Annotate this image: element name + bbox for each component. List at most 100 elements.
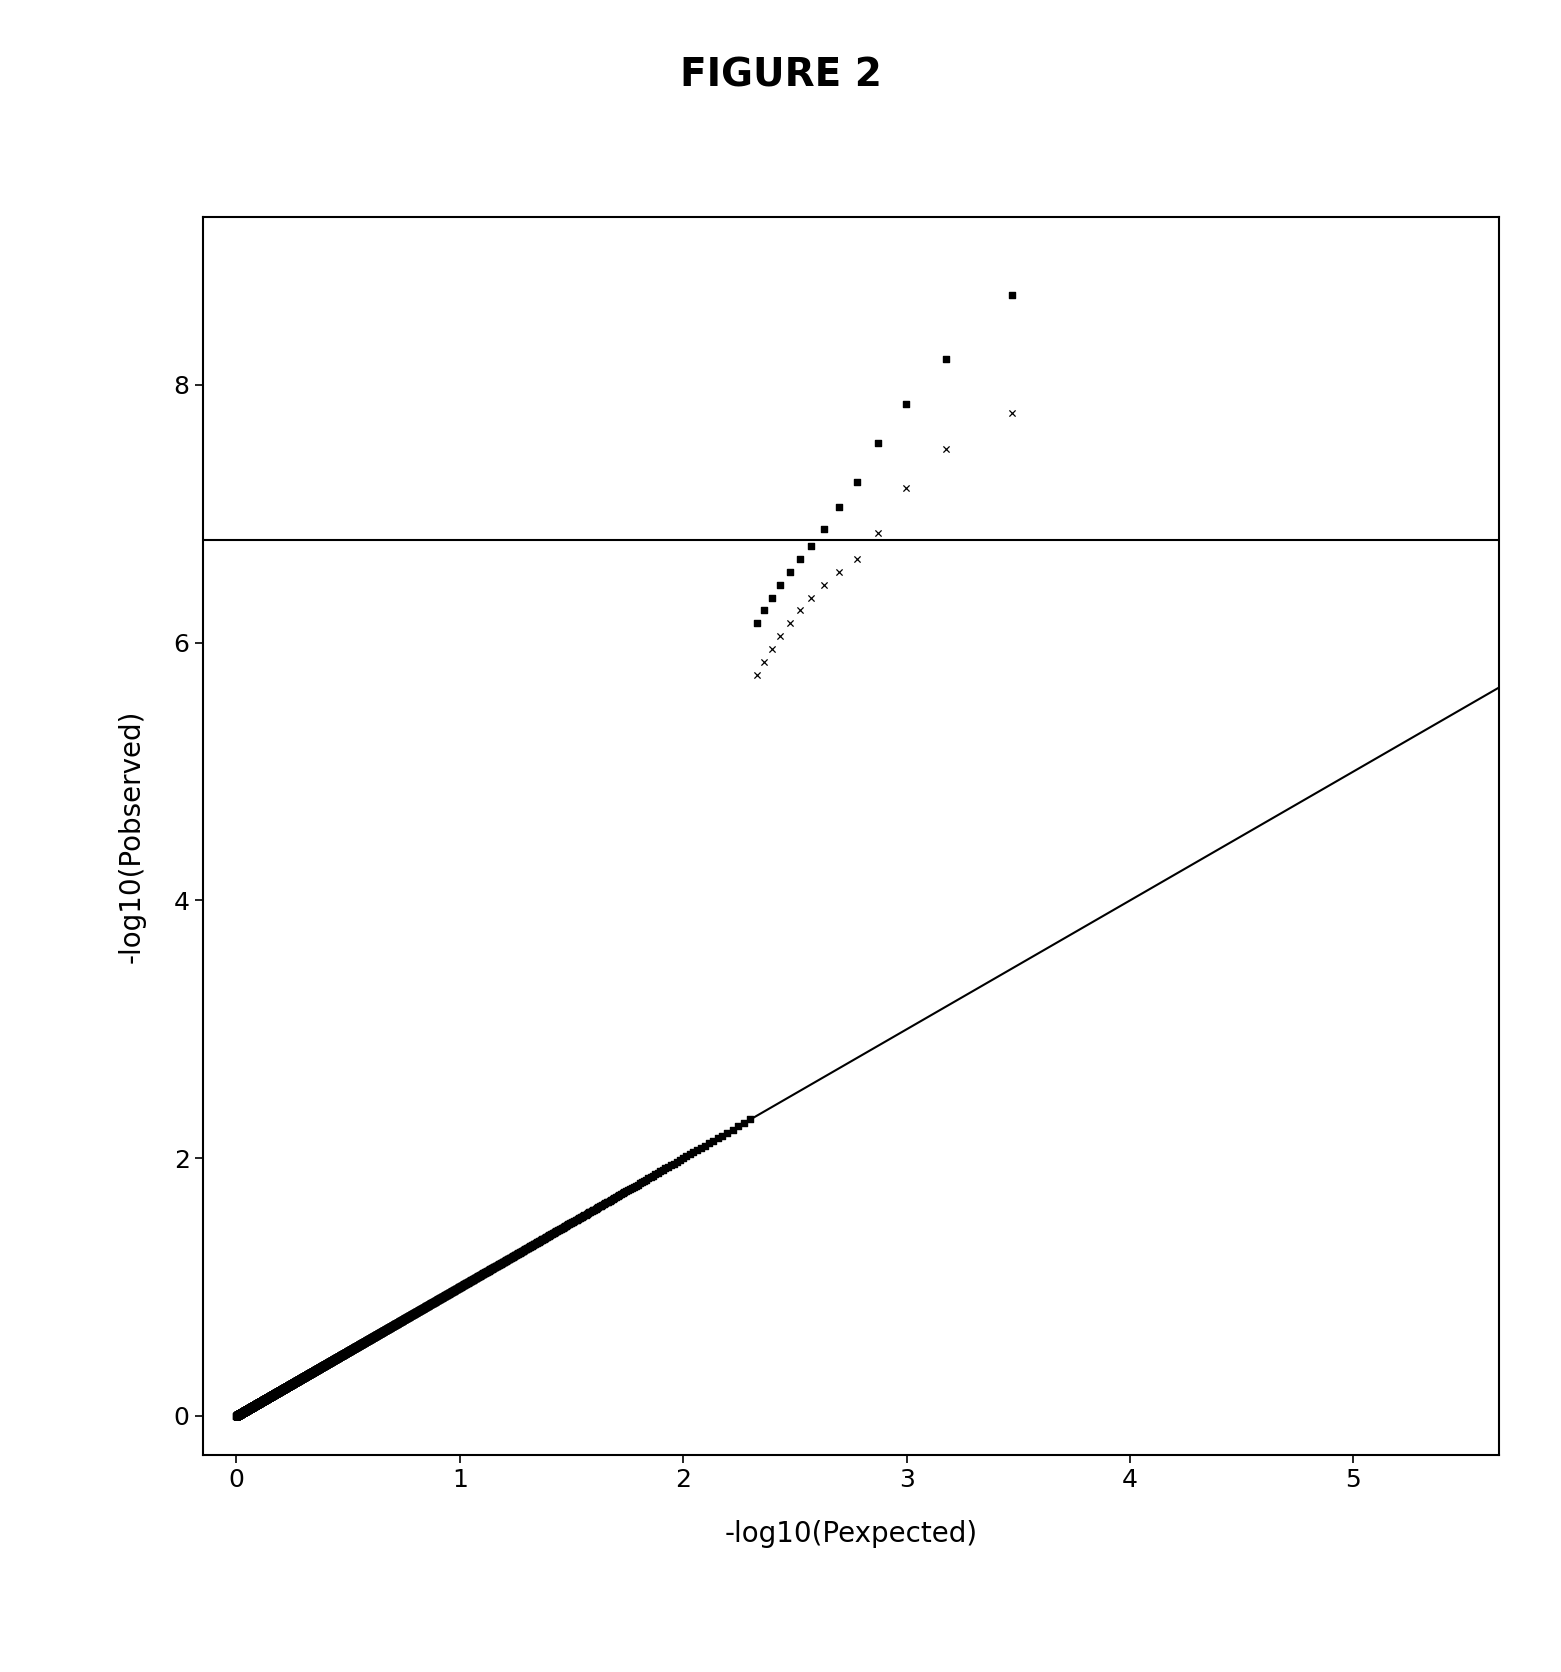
- Point: [392, 1306, 417, 1333]
- Point: [239, 1394, 264, 1421]
- Point: [478, 1256, 503, 1282]
- Point: [258, 1383, 283, 1409]
- Point: [677, 1140, 702, 1167]
- Point: [453, 1271, 478, 1297]
- Point: [348, 1331, 373, 1358]
- Point: [368, 1319, 393, 1346]
- Point: [259, 1383, 284, 1409]
- Point: [262, 1379, 287, 1406]
- Point: [240, 1393, 265, 1420]
- Point: [353, 1328, 378, 1354]
- Point: [225, 1401, 250, 1428]
- Point: [364, 1323, 389, 1349]
- Point: [240, 1393, 265, 1420]
- Point: [354, 1328, 379, 1354]
- Point: [745, 610, 770, 637]
- Point: [225, 1403, 250, 1430]
- Point: [268, 1376, 293, 1403]
- Point: [229, 1399, 254, 1426]
- Point: [244, 1391, 268, 1418]
- Point: [340, 1336, 365, 1363]
- Point: [253, 1386, 278, 1413]
- Point: [362, 1323, 387, 1349]
- Point: [292, 1364, 317, 1391]
- Point: [292, 1363, 317, 1389]
- Point: [284, 1368, 309, 1394]
- Point: [258, 1383, 283, 1409]
- Point: [264, 1379, 289, 1406]
- Point: [292, 1363, 317, 1389]
- Point: [306, 1356, 331, 1383]
- Point: [248, 1389, 273, 1416]
- Point: [401, 1301, 426, 1328]
- Point: [451, 1271, 476, 1297]
- Point: [353, 1328, 378, 1354]
- Point: [564, 1206, 588, 1232]
- Point: [258, 1383, 283, 1409]
- Point: [281, 1369, 306, 1396]
- Point: [248, 1389, 273, 1416]
- Point: [225, 1401, 250, 1428]
- Point: [270, 1376, 295, 1403]
- Point: [231, 1398, 256, 1425]
- Point: [226, 1401, 251, 1428]
- Point: [317, 1349, 342, 1376]
- Point: [681, 1139, 706, 1165]
- Point: [251, 1386, 276, 1413]
- Point: [345, 1333, 370, 1359]
- Point: [284, 1368, 309, 1394]
- Point: [245, 1391, 270, 1418]
- Point: [462, 1266, 487, 1292]
- Point: [259, 1383, 284, 1409]
- Point: [584, 1195, 609, 1222]
- Point: [226, 1401, 251, 1428]
- Point: [320, 1348, 345, 1374]
- Point: [357, 1326, 382, 1353]
- Point: [276, 1373, 301, 1399]
- Point: [551, 1214, 576, 1241]
- Point: [320, 1348, 345, 1374]
- Point: [456, 1269, 481, 1296]
- Point: [248, 1388, 273, 1415]
- Point: [293, 1363, 318, 1389]
- Point: [240, 1393, 265, 1420]
- Point: [258, 1383, 283, 1409]
- Point: [651, 1157, 676, 1184]
- Point: [226, 1401, 251, 1428]
- Point: [300, 1359, 325, 1386]
- Point: [298, 1361, 323, 1388]
- Point: [537, 1222, 562, 1249]
- Point: [315, 1349, 340, 1376]
- Point: [247, 1389, 272, 1416]
- Point: [512, 1237, 537, 1264]
- Point: [248, 1388, 273, 1415]
- Point: [231, 1399, 256, 1426]
- Point: [354, 1328, 379, 1354]
- Point: [279, 1371, 304, 1398]
- Point: [290, 1364, 315, 1391]
- Point: [311, 1353, 336, 1379]
- Point: [259, 1383, 284, 1409]
- Point: [245, 1391, 270, 1418]
- Point: [331, 1341, 356, 1368]
- Point: [265, 1379, 290, 1406]
- Point: [475, 1259, 500, 1286]
- Point: [328, 1343, 353, 1369]
- Point: [440, 1277, 465, 1304]
- Point: [343, 1334, 368, 1361]
- Point: [320, 1348, 345, 1374]
- Point: [403, 1299, 428, 1326]
- Point: [248, 1389, 273, 1416]
- Point: [242, 1393, 267, 1420]
- Point: [283, 1369, 308, 1396]
- Point: [225, 1401, 250, 1428]
- Point: [401, 1301, 426, 1328]
- Point: [275, 1373, 300, 1399]
- Point: [528, 1227, 553, 1254]
- Point: [261, 1381, 286, 1408]
- Point: [236, 1396, 261, 1423]
- Point: [308, 1354, 332, 1381]
- Point: [434, 1282, 459, 1309]
- Point: [336, 1338, 361, 1364]
- Point: [404, 1297, 429, 1324]
